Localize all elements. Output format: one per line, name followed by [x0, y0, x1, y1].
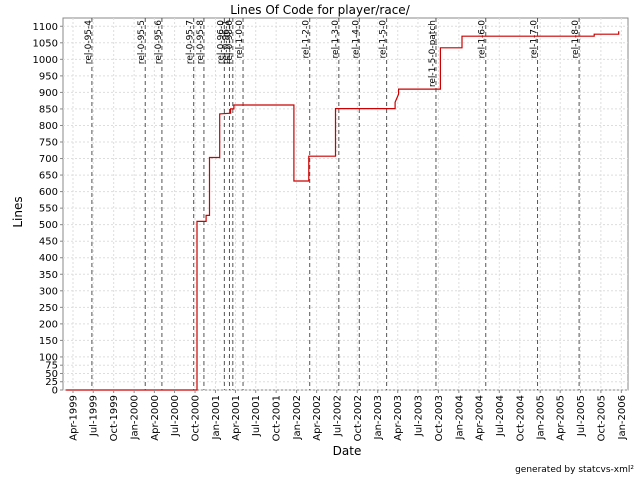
tag-label: rel-1-5-0: [379, 20, 389, 59]
x-gridlines: [72, 18, 622, 390]
x-axis-ticks: Apr-1999 Jul-1999 Oct-1999 Jan-2000 Apr-2000…: [69, 390, 628, 441]
tag-label: rel-0-95-7: [186, 20, 196, 64]
x-tick-label: Jan-2000: [130, 395, 141, 440]
y-tick-label: 50: [45, 369, 58, 380]
series-layer: [66, 31, 620, 391]
tag-label: rel-0-95-6: [154, 20, 164, 64]
x-tick-label: Jan-2002: [292, 395, 303, 440]
tag-label: rel-0-96-0: [216, 20, 226, 64]
x-tick-label: Apr-2005: [556, 395, 567, 441]
y-tick-label: 750: [39, 138, 58, 149]
x-tick-label: Apr-2003: [393, 395, 404, 441]
x-tick-label: Oct-2005: [596, 395, 607, 441]
y-tick-label: 850: [39, 104, 58, 115]
release-tags: rel-0-95-4 rel-0-95-5 rel-0-95-6 rel-0-95-7…: [84, 18, 581, 390]
x-tick-label: Oct-1999: [109, 395, 120, 441]
x-tick-label: Apr-1999: [69, 395, 80, 441]
tag-label: rel-1-6-0: [478, 20, 488, 59]
x-tick-label: Oct-2001: [272, 395, 283, 441]
chart-title: Lines Of Code for player/race/: [230, 3, 410, 17]
x-tick-label: Jan-2001: [211, 395, 222, 440]
series-line: [66, 31, 620, 391]
y-tick-label: 200: [39, 319, 58, 330]
x-tick-label: Jul-2002: [332, 395, 343, 437]
tag-label: rel-1-5-0-patch: [428, 20, 438, 87]
y-tick-label: 800: [39, 121, 58, 132]
y-tick-label: 1000: [33, 55, 58, 66]
y-axis-label: Lines: [11, 196, 25, 227]
x-tick-label: Apr-2002: [312, 395, 323, 441]
y-tick-label: 300: [39, 286, 58, 297]
x-tick-label: Jan-2005: [536, 395, 547, 440]
x-tick-label: Jul-1999: [89, 395, 100, 437]
x-tick-label: Apr-2004: [475, 395, 486, 441]
y-tick-label: 250: [39, 303, 58, 314]
y-tick-label: 0: [52, 386, 58, 397]
x-tick-label: Jul-2004: [495, 395, 506, 437]
x-tick-label: Jan-2004: [454, 395, 465, 440]
tag-label: rel-1-2-0: [302, 20, 312, 59]
generator-credit: generated by statcvs-xml²: [515, 465, 634, 475]
x-tick-label: Jul-2001: [251, 395, 262, 437]
x-tick-label: Jul-2005: [576, 395, 587, 437]
tag-label: rel-1-8-0: [571, 20, 581, 59]
x-tick-label: Oct-2003: [434, 395, 445, 441]
y-tick-label: 600: [39, 187, 58, 198]
x-tick-label: Oct-2004: [515, 395, 526, 441]
y-tick-label: 400: [39, 253, 58, 264]
x-axis-label: Date: [333, 444, 362, 458]
tag-label: rel-0-96-1: [221, 20, 231, 64]
x-tick-label: Jan-2003: [373, 395, 384, 440]
tag-label: rel-1-3-0: [331, 20, 341, 59]
x-tick-label: Jul-2000: [170, 395, 181, 437]
y-tick-label: 450: [39, 237, 58, 248]
x-tick-label: Oct-2000: [191, 395, 202, 441]
y-tick-label: 350: [39, 270, 58, 281]
tag-label: rel-1-7-0: [530, 20, 540, 59]
x-tick-label: Apr-2000: [150, 395, 161, 441]
tag-label: rel-0-98-0: [225, 20, 235, 64]
tag-label: rel-1-0-0: [235, 20, 245, 59]
x-tick-label: Jan-2006: [617, 395, 628, 440]
y-tick-label: 650: [39, 171, 58, 182]
y-tick-label: 500: [39, 220, 58, 231]
y-tick-label: 900: [39, 88, 58, 99]
y-tick-label: 75: [45, 361, 58, 372]
y-tick-label: 1050: [33, 38, 58, 49]
tag-label: rel-0-95-5: [137, 20, 147, 64]
tag-label: rel-1-4-0: [351, 20, 361, 59]
plot-area: [62, 17, 629, 391]
x-tick-label: Jul-2003: [413, 395, 424, 437]
y-tick-label: 700: [39, 154, 58, 165]
y-tick-label: 25: [45, 377, 58, 388]
y-tick-label: 150: [39, 336, 58, 347]
x-tick-label: Apr-2001: [231, 395, 242, 441]
y-tick-label: 950: [39, 71, 58, 82]
tag-label: rel-0-95-4: [84, 20, 94, 64]
y-tick-label: 550: [39, 204, 58, 215]
y-tick-label: 1100: [33, 22, 58, 33]
tag-label: rel-0-95-8: [196, 20, 206, 64]
y-tick-label: 100: [39, 352, 58, 363]
x-tick-label: Oct-2002: [353, 395, 364, 441]
